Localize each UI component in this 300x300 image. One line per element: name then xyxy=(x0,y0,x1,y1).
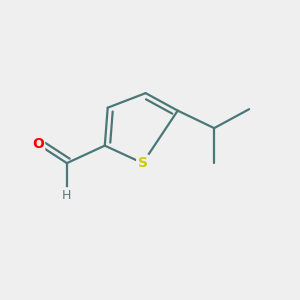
Text: O: O xyxy=(32,137,44,151)
Text: H: H xyxy=(62,189,72,202)
Text: S: S xyxy=(138,156,148,170)
